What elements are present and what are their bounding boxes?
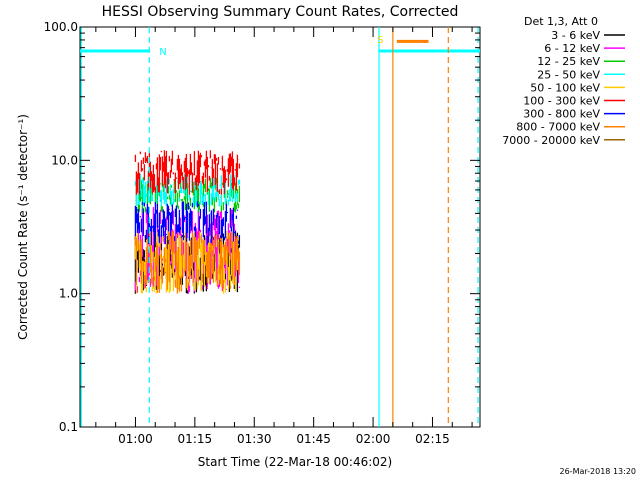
timestamp: 26-Mar-2018 13:20 [560, 467, 637, 476]
chart-title: HESSI Observing Summary Count Rates, Cor… [102, 4, 459, 20]
x-tick-label: 02:15 [415, 432, 450, 446]
legend-label: 7000 - 20000 keV [502, 134, 600, 147]
legend-label: 12 - 25 keV [537, 55, 600, 68]
legend-label: 800 - 7000 keV [516, 121, 600, 134]
legend-label: 100 - 300 keV [523, 95, 600, 108]
plot-area [79, 26, 481, 428]
legend-header: Det 1,3, Att 0 [524, 15, 598, 28]
legend-label: 50 - 100 keV [530, 81, 600, 94]
x-tick-label: 01:15 [178, 432, 213, 446]
legend-label: 3 - 6 keV [551, 29, 600, 42]
x-tick-label: 01:45 [296, 432, 331, 446]
y-axis-label: Corrected Count Rate (s⁻¹ detector⁻¹) [16, 114, 30, 340]
y-tick-label: 100.0 [44, 20, 78, 34]
series-trace [134, 230, 241, 294]
series-trace [134, 150, 241, 195]
flag-annotation: S [377, 35, 383, 46]
series-100-300-kev [134, 150, 241, 195]
legend-label: 300 - 800 keV [523, 108, 600, 121]
legend-label: 6 - 12 keV [544, 42, 600, 55]
y-tick-label: 1.0 [59, 287, 78, 301]
series-800-7000-kev [134, 230, 241, 294]
y-tick-label: 0.1 [59, 420, 78, 434]
x-tick-label: 02:00 [356, 432, 391, 446]
series-marks [134, 150, 241, 294]
x-tick-label: 01:00 [118, 432, 153, 446]
x-axis-label: Start Time (22-Mar-18 00:46:02) [198, 455, 392, 469]
axis-ticks: 0.1 1.0 10.0 100.0 01:00 01:15 01:30 01:45 02:00… [44, 20, 480, 446]
flag-annotation: N [159, 47, 166, 58]
series-trace [134, 231, 241, 294]
x-tick-label: 01:30 [237, 432, 272, 446]
y-tick-label: 10.0 [51, 153, 78, 167]
plot-frame [79, 26, 481, 428]
overlay-lines: NS [80, 27, 480, 427]
series-50-100-kev [134, 231, 241, 294]
legend-label: 25 - 50 keV [537, 68, 600, 81]
